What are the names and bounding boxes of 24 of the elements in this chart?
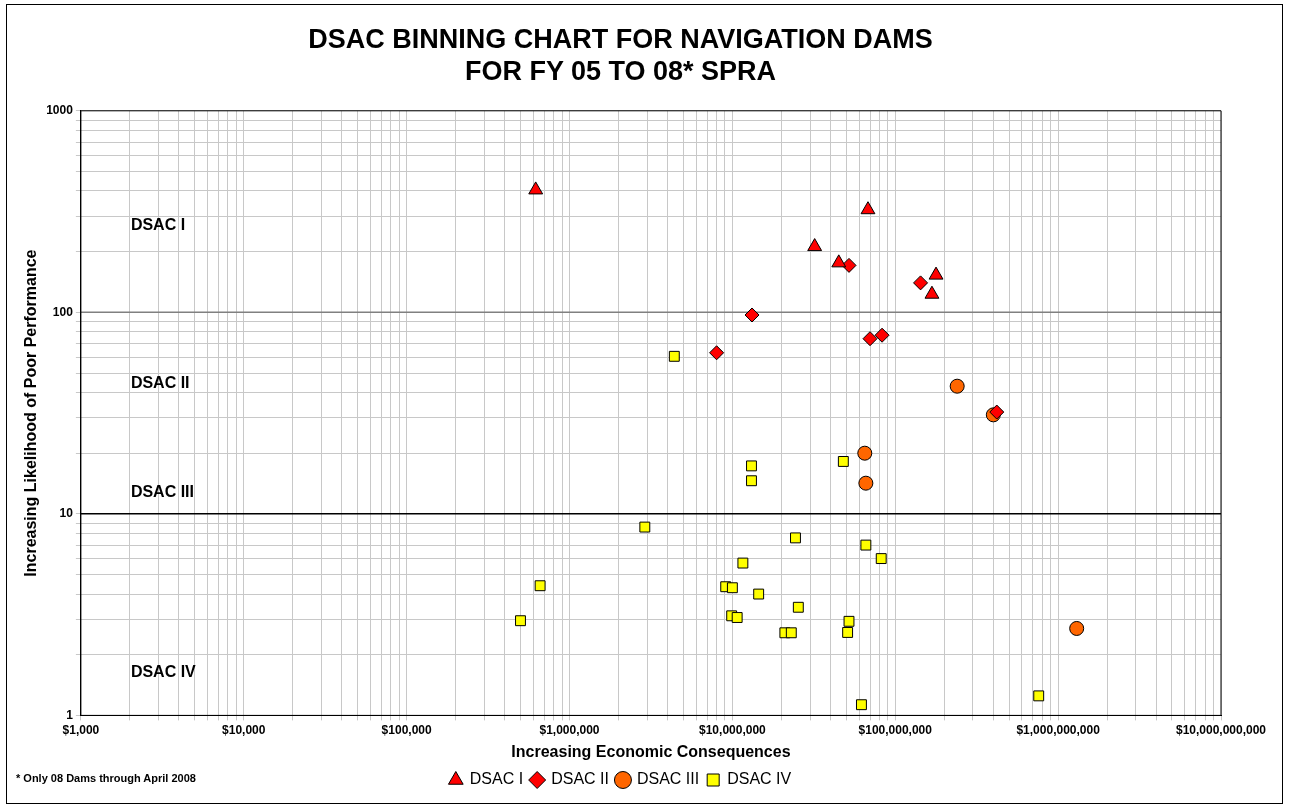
legend-label: DSAC I xyxy=(469,770,524,788)
y-tick-label: 10 xyxy=(59,506,74,521)
annotation: DSAC IV xyxy=(130,663,197,681)
x-tick-label: $10,000 xyxy=(222,722,266,737)
legend-label: DSAC III xyxy=(636,770,700,788)
legend-label: DSAC IV xyxy=(727,770,792,788)
x-tick-label: $10,000,000,000 xyxy=(1175,722,1267,737)
annotation: DSAC III xyxy=(130,483,195,501)
x-tick-label: $1,000,000 xyxy=(539,722,600,737)
x-axis-title: Increasing Economic Consequences xyxy=(511,742,791,760)
y-tick-label: 100 xyxy=(52,304,74,319)
annotation: DSAC I xyxy=(130,216,186,234)
y-tick-label: 1 xyxy=(66,707,74,722)
x-tick-label: $10,000,000 xyxy=(699,722,767,737)
annotation: DSAC II xyxy=(130,374,190,392)
x-tick-label: $1,000 xyxy=(62,722,100,737)
y-tick-label: 1000 xyxy=(46,103,74,118)
x-tick-label: $1,000,000,000 xyxy=(1016,722,1101,737)
y-axis-title: Increasing Likelihood of Poor Performance xyxy=(22,249,40,577)
x-tick-label: $100,000,000 xyxy=(858,722,933,737)
text: * Only 08 Dams through April 2008 xyxy=(16,772,196,784)
legend-label: DSAC II xyxy=(551,770,609,788)
chart-title: DSAC BINNING CHART FOR NAVIGATION DAMS FOR FY 05 TO 08* SPRA xyxy=(308,23,933,87)
x-tick-label: $100,000 xyxy=(381,722,432,737)
